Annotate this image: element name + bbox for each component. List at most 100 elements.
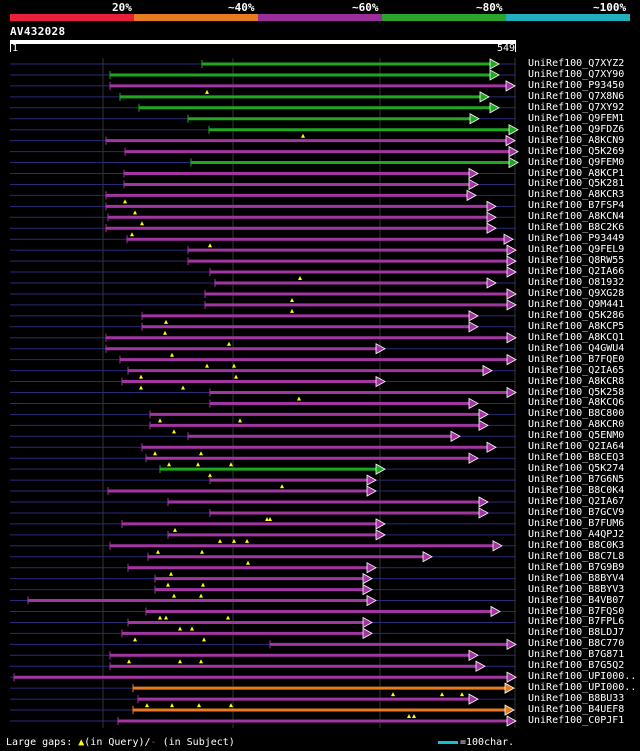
hit-label-link[interactable]: UniRef100_P93450 [528,79,625,91]
hit-label-link[interactable]: UniRef100_B8CEQ3 [528,452,625,464]
gap-marker-icon [127,659,131,664]
hit-label-link[interactable]: UniRef100_Q9FEL9 [528,244,625,256]
hit-label-link[interactable]: UniRef100_A8KCQ1 [528,331,625,343]
hit-arrow-icon [506,244,517,256]
hit-label-link[interactable]: UniRef100_Q5ENM0 [528,430,625,442]
hit-label-link[interactable]: UniRef100_B7G9B9 [528,561,625,573]
hit-arrow-icon [486,277,497,289]
gaps-legend: Large gaps: ▲(in Query)/- (in Subject) [6,737,235,748]
hit-label-link[interactable]: UniRef100_Q7XY92 [528,101,625,113]
hit-label-link[interactable]: UniRef100_Q8RW55 [528,255,625,267]
hit-label-link[interactable]: UniRef100_Q7XYZ2 [528,58,625,69]
gap-marker-icon [139,385,143,390]
hit-arrow-icon [486,200,497,213]
gap-marker-icon [297,396,301,401]
hit-label-link[interactable]: UniRef100_A4QPJ2 [528,528,625,540]
gap-marker-icon [130,232,134,237]
hit-label-link[interactable]: UniRef100_B8C2K6 [528,222,625,234]
hit-label-link[interactable]: UniRef100_Q2IA66 [528,266,625,278]
hit-label-link[interactable]: UniRef100_Q9XG28 [528,287,625,299]
hit-arrow-icon [490,605,501,618]
hit-label-link[interactable]: UniRef100_B7FQS0 [528,605,625,617]
hit-label-link[interactable]: UniRef100_Q5K286 [528,309,625,321]
hit-label-link[interactable]: UniRef100_B4VB07 [528,594,625,606]
gap-marker-icon [201,582,205,587]
hit-label-link[interactable]: UniRef100_B8C770 [528,638,625,650]
hit-label-link[interactable]: UniRef100_Q2IA65 [528,364,625,376]
scale-legend: =100char. [438,737,514,748]
legend-label-60: ~60% [352,1,379,14]
hit-arrow-icon [508,156,519,169]
gap-marker-icon [167,462,171,467]
hit-label-link[interactable]: UniRef100_B8BYV3 [528,583,625,595]
hit-label-link[interactable]: UniRef100_Q2IA67 [528,496,625,507]
hit-label-link[interactable]: UniRef100_Q7XY90 [528,68,625,80]
hit-arrow-icon [469,113,480,125]
hit-arrow-icon [468,649,479,661]
hit-label-link[interactable]: UniRef100_O81932 [528,277,625,288]
hit-label-link[interactable]: UniRef100_B8BU33 [528,693,625,705]
gap-marker-icon [133,637,137,642]
hit-label-link[interactable]: UniRef100_B8C0K3 [528,539,625,551]
hit-label-link[interactable]: UniRef100_B7GCV9 [528,506,625,518]
hit-label-link[interactable]: UniRef100_B8BYV4 [528,572,625,584]
hit-arrow-icon [468,452,479,464]
hit-label-link[interactable]: UniRef100_Q9FEM0 [528,156,625,168]
hit-arrow-icon [506,288,517,300]
legend-label-80: ~80% [476,1,503,14]
hit-label-link[interactable]: UniRef100_B7G871 [528,649,625,661]
hit-label-link[interactable]: UniRef100_B8C800 [528,408,625,420]
gap-marker-icon [246,560,250,565]
hit-label-link[interactable]: UniRef100_B7G6N5 [528,474,625,486]
query-end-tick [515,44,516,52]
hit-label-link[interactable]: UniRef100_A8KCR3 [528,189,625,201]
gap-marker-icon [265,516,269,521]
hit-label-link[interactable]: UniRef100_C0PJF1 [528,715,625,726]
hit-label-link[interactable]: UniRef100_UPI000.. [528,682,637,694]
gap-marker-icon [268,516,272,521]
hit-label-link[interactable]: UniRef100_P93449 [528,233,625,245]
hit-label-link[interactable]: UniRef100_Q9FEM1 [528,112,625,124]
hit-arrow-icon [489,58,500,70]
query-line [10,40,516,44]
hit-label-link[interactable]: UniRef100_A8KCR8 [528,375,625,387]
hit-label-link[interactable]: UniRef100_Q5K274 [528,463,625,475]
hit-arrow-icon [482,364,493,377]
hit-label-link[interactable]: UniRef100_B4UEF8 [528,704,625,716]
hit-label-link[interactable]: UniRef100_B7FSP4 [528,200,625,212]
hit-label-link[interactable]: UniRef100_Q2IA64 [528,441,625,453]
hit-label-link[interactable]: UniRef100_Q5K269 [528,145,625,157]
gap-marker-icon [145,703,149,708]
hit-label-link[interactable]: UniRef100_B7FPL6 [528,616,625,628]
hit-label-link[interactable]: UniRef100_A8KCQ6 [528,397,625,409]
gap-marker-icon [133,210,137,215]
hit-label-link[interactable]: UniRef100_B7FQE0 [528,353,625,365]
gap-marker-icon [208,243,212,248]
hit-label-link[interactable]: UniRef100_A8KCR0 [528,419,625,431]
gap-marker-icon [208,473,212,478]
gap-marker-icon [172,593,176,598]
hit-label-link[interactable]: UniRef100_A8KCN9 [528,134,625,146]
hit-label-link[interactable]: UniRef100_Q5K258 [528,386,625,398]
hit-label-link[interactable]: UniRef100_Q9M441 [528,298,625,310]
hit-label-link[interactable]: UniRef100_A8KCN4 [528,211,625,223]
hit-label-link[interactable]: UniRef100_Q7X8N6 [528,90,625,102]
hit-label-link[interactable]: UniRef100_Q5K281 [528,178,625,190]
gap-marker-icon [196,462,200,467]
hit-arrow-icon [366,562,377,574]
hit-label-link[interactable]: UniRef100_UPI000.. [528,671,637,683]
hit-label-link[interactable]: UniRef100_A8KCP5 [528,320,625,332]
hit-label-link[interactable]: UniRef100_A8KCP1 [528,167,625,179]
hit-label-link[interactable]: UniRef100_B7G5Q2 [528,660,625,672]
hit-arrow-icon [506,386,517,399]
hit-label-link[interactable]: UniRef100_B7FUM6 [528,517,625,529]
hit-label-link[interactable]: UniRef100_B8LDJ7 [528,627,625,639]
hit-arrow-icon [506,638,517,651]
gap-marker-icon [156,549,160,554]
hit-label-link[interactable]: UniRef100_Q4GWU4 [528,342,625,354]
hit-label-link[interactable]: UniRef100_B8C7L8 [528,550,625,562]
gap-marker-icon [234,374,238,379]
gap-marker-icon [290,297,294,302]
hit-label-link[interactable]: UniRef100_B8C0K4 [528,485,625,497]
hit-label-link[interactable]: UniRef100_Q9FDZ6 [528,123,625,135]
